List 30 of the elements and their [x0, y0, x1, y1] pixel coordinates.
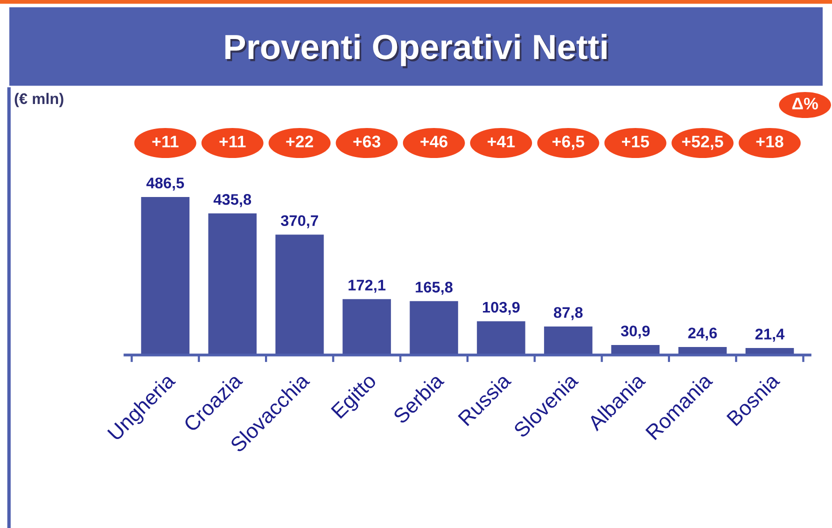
bar [342, 299, 391, 355]
bar [410, 301, 458, 355]
text: +15 [622, 136, 650, 148]
bar [208, 213, 257, 355]
data-label: 103,9 [482, 302, 520, 315]
text: +52,5 [682, 136, 724, 150]
data-label: 370,7 [280, 215, 318, 228]
text: +22 [286, 136, 314, 148]
bar [275, 234, 324, 355]
bar [476, 321, 526, 355]
text: +63 [353, 136, 380, 148]
text: +11 [152, 136, 179, 148]
data-label: 24,6 [688, 328, 717, 341]
data-label: 21,4 [755, 328, 784, 342]
bar [544, 326, 592, 355]
data-label: 87,8 [554, 307, 583, 320]
data-label: 165,8 [416, 282, 453, 295]
data-label: 486,5 [146, 178, 184, 191]
text: +6,5 [552, 136, 584, 150]
text: +41 [488, 136, 515, 148]
text: +18 [756, 136, 784, 148]
text: +46 [420, 136, 448, 148]
bar [141, 196, 190, 355]
text: Δ% [792, 98, 818, 110]
text: +11 [219, 136, 246, 148]
data-label: 172,1 [348, 280, 386, 293]
data-label: 435,8 [214, 194, 252, 208]
chart-title: Proventi Operativi Netti [227, 36, 608, 68]
data-label: 30,9 [620, 326, 650, 339]
text: (€ mln) [14, 92, 64, 108]
